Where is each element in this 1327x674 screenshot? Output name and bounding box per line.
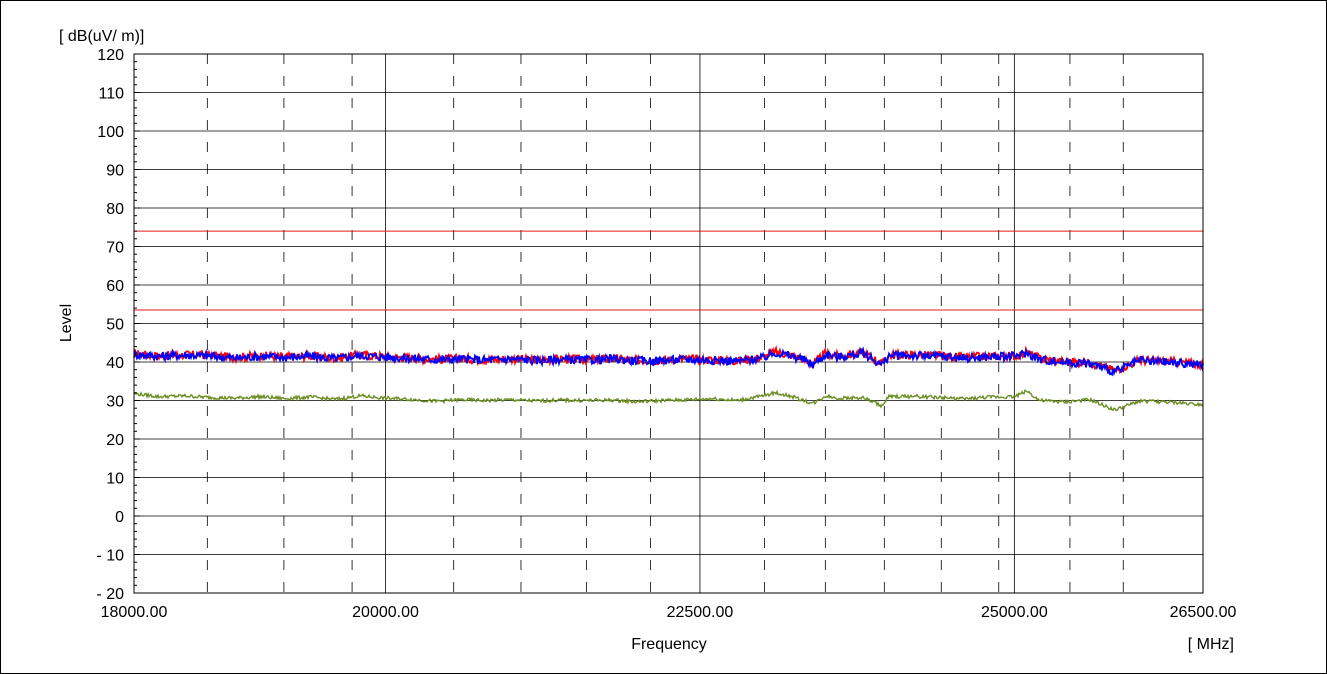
y-tick-label: 70 [106,240,124,257]
x-tick-label: 18000.00 [101,604,168,621]
x-tick-label: 22500.00 [667,604,734,621]
y-tick-label: - 20 [96,586,124,603]
y-tick-label: - 10 [96,548,124,565]
y-axis-title: Level [58,304,75,342]
y-tick-label: 100 [97,124,124,141]
x-tick-label: 26500.00 [1170,604,1237,621]
y-axis-unit-label: [ dB(uV/ m)] [59,28,144,45]
y-tick-label: 10 [106,471,124,488]
x-tick-label: 25000.00 [981,604,1048,621]
x-tick-label: 20000.00 [352,604,419,621]
series-line [133,346,1204,377]
y-tick-label: 110 [98,86,124,103]
x-axis-unit-label: [ MHz] [1188,636,1234,653]
series-line [133,389,1204,412]
x-axis-title: Frequency [631,636,707,653]
x-axis-ticks: 18000.00 20000.00 22500.00 25000.00 26500.00 [101,604,1237,621]
y-tick-label: 80 [106,201,124,218]
y-tick-label: 50 [106,317,124,334]
grid-layer [134,53,1203,594]
series-layer [133,344,1204,412]
limit-lines [134,230,1203,311]
y-axis-ticks: - 20 - 10 0 10 20 30 40 50 60 70 80 90 100 110 120 [96,47,140,603]
y-tick-label: 0 [115,509,124,526]
y-tick-label: 40 [106,355,124,372]
y-tick-label: 20 [106,432,124,449]
y-tick-label: 60 [106,278,124,295]
y-tick-label: 90 [106,163,124,180]
y-tick-label: 30 [106,394,124,411]
y-tick-label: 120 [97,47,124,64]
